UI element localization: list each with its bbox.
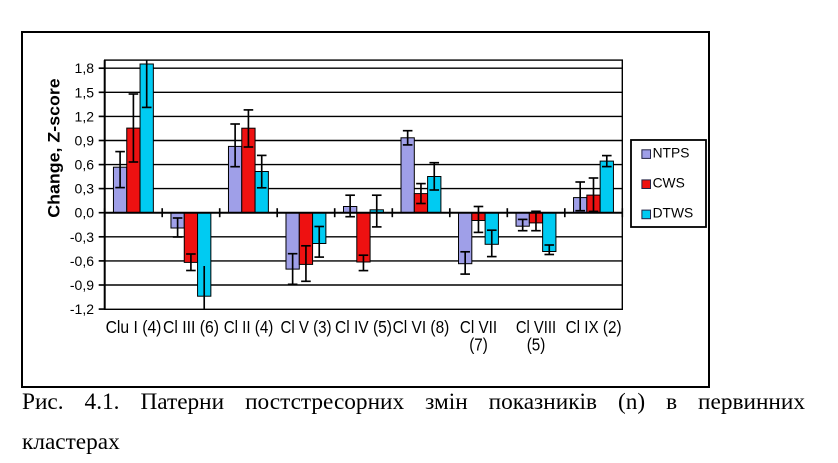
svg-text:-1,2: -1,2 — [70, 301, 94, 317]
svg-text:Cl VI (8): Cl VI (8) — [393, 317, 450, 337]
svg-text:-0,3: -0,3 — [70, 229, 94, 245]
svg-text:-0,6: -0,6 — [70, 253, 94, 269]
svg-text:Cl IX (2): Cl IX (2) — [566, 317, 622, 337]
svg-text:-0,9: -0,9 — [70, 277, 94, 293]
svg-text:Cl II (4): Cl II (4) — [224, 317, 274, 337]
svg-text:CWS: CWS — [653, 175, 685, 190]
svg-text:DTWS: DTWS — [653, 206, 694, 221]
svg-text:Cl IV (5): Cl IV (5) — [335, 317, 392, 337]
svg-text:1,5: 1,5 — [75, 84, 95, 100]
svg-text:0,0: 0,0 — [75, 205, 95, 221]
svg-text:Change, Z-score: Change, Z-score — [45, 78, 63, 217]
svg-text:Cl VII: Cl VII — [460, 317, 497, 337]
svg-text:(5): (5) — [527, 335, 546, 355]
svg-text:Cl VIII: Cl VIII — [516, 317, 556, 337]
svg-text:Clu I (4): Clu I (4) — [106, 317, 162, 337]
svg-text:(7): (7) — [469, 335, 488, 355]
svg-text:0,6: 0,6 — [75, 157, 95, 173]
svg-text:Cl III (6): Cl III (6) — [163, 317, 219, 337]
svg-text:Cl V (3): Cl V (3) — [280, 317, 331, 337]
svg-text:1,8: 1,8 — [75, 60, 95, 76]
svg-text:1,2: 1,2 — [75, 108, 95, 124]
svg-text:0,9: 0,9 — [75, 133, 95, 149]
svg-text:NTPS: NTPS — [653, 145, 690, 160]
svg-text:0,3: 0,3 — [75, 181, 95, 197]
